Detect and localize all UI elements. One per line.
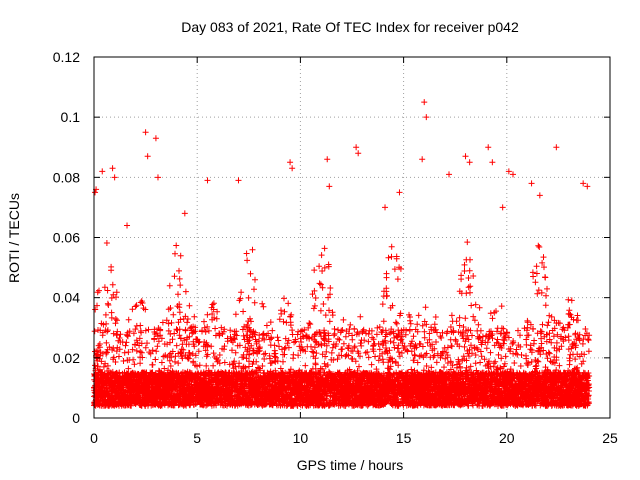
- roti-point: [99, 168, 106, 175]
- roti-point: [154, 174, 161, 181]
- roti-point: [204, 177, 211, 184]
- roti-point: [326, 183, 333, 190]
- y-tick-label: 0.1: [61, 109, 81, 125]
- grid-lines: [94, 57, 610, 418]
- roti-points-dense: [91, 239, 593, 409]
- x-tick-label: 20: [499, 430, 515, 446]
- roti-point: [536, 192, 543, 199]
- y-tick-label: 0.06: [53, 230, 80, 246]
- roti-point: [446, 171, 453, 178]
- y-tick-label: 0.08: [53, 169, 80, 185]
- plot-frame: [93, 56, 611, 419]
- roti-point: [462, 153, 469, 160]
- roti-point: [152, 135, 159, 142]
- x-tick-label: 10: [293, 430, 309, 446]
- roti-point: [505, 168, 512, 175]
- roti-point: [509, 171, 516, 178]
- chart-title: Day 083 of 2021, Rate Of TEC Index for r…: [181, 19, 519, 35]
- roti-point: [289, 165, 296, 172]
- roti-point: [553, 144, 560, 151]
- roti-point: [124, 222, 131, 229]
- y-axis-label: ROTI / TECUs: [6, 193, 22, 283]
- roti-point: [92, 189, 99, 196]
- roti-point: [287, 159, 294, 166]
- x-tick-label: 25: [602, 430, 618, 446]
- y-axis: 0 0.02 0.04 0.06 0.08 0.1 0.12: [53, 49, 610, 426]
- data-points: [91, 99, 593, 409]
- roti-point: [353, 144, 360, 151]
- y-tick-label: 0.04: [53, 290, 80, 306]
- roti-point: [489, 159, 496, 166]
- x-axis: 0 5 10 15 20 25: [90, 57, 618, 446]
- y-tick-label: 0.02: [53, 350, 80, 366]
- x-axis-label: GPS time / hours: [297, 457, 404, 473]
- roti-point: [423, 114, 430, 121]
- y-tick-label: 0: [72, 410, 80, 426]
- roti-point: [466, 159, 473, 166]
- x-tick-label: 0: [90, 430, 98, 446]
- roti-point: [528, 180, 535, 187]
- roti-point: [382, 204, 389, 211]
- roti-point: [419, 156, 426, 163]
- y-tick-label: 0.12: [53, 49, 80, 65]
- roti-point: [181, 210, 188, 217]
- roti-point: [355, 150, 362, 157]
- roti-point: [584, 183, 591, 190]
- roti-point: [109, 165, 116, 172]
- roti-point: [396, 189, 403, 196]
- roti-point: [485, 144, 492, 151]
- x-tick-label: 5: [193, 430, 201, 446]
- x-tick-label: 15: [396, 430, 412, 446]
- roti-point: [324, 156, 331, 163]
- roti-point: [111, 174, 118, 181]
- roti-point: [142, 129, 149, 136]
- roti-point: [421, 99, 428, 106]
- roti-point: [144, 153, 151, 160]
- roti-point: [235, 177, 242, 184]
- roti-point: [580, 180, 587, 187]
- roti-point: [499, 204, 506, 211]
